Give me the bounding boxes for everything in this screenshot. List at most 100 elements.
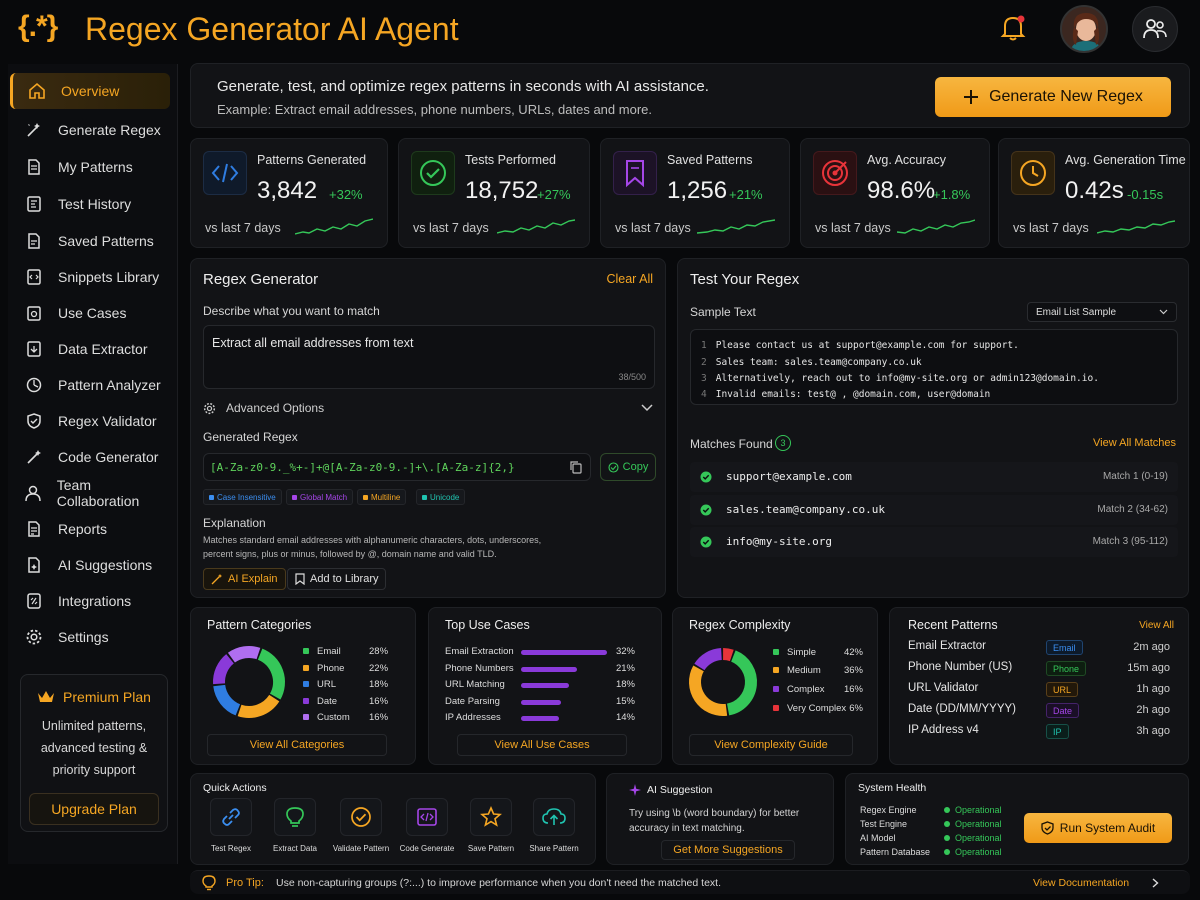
- sidebar-item-saved-patterns[interactable]: Saved Patterns: [10, 223, 170, 259]
- team-icon[interactable]: [1132, 6, 1178, 52]
- view-all-use-cases-button[interactable]: View All Use Cases: [457, 734, 627, 756]
- crown-icon: [37, 690, 55, 704]
- line-number: 4: [701, 389, 707, 400]
- status-indicator: Operational: [944, 833, 1002, 843]
- quick-action-extract-data[interactable]: Extract Data: [265, 798, 325, 853]
- app-logo: {.*}: [18, 10, 58, 43]
- quick-action-share-pattern[interactable]: Share Pattern: [524, 798, 584, 853]
- sidebar-item-my-patterns[interactable]: My Patterns: [10, 149, 170, 185]
- view-complexity-guide-button[interactable]: View Complexity Guide: [689, 734, 853, 756]
- document-icon: [24, 157, 44, 177]
- sidebar-item-snippets-library[interactable]: Snippets Library: [10, 259, 170, 295]
- legend-value: 28%: [369, 646, 389, 657]
- recent-pattern-name[interactable]: IP Address v4: [908, 724, 979, 736]
- donut-slice-medium: [689, 665, 728, 716]
- pro-tip-label: Pro Tip:: [226, 877, 264, 889]
- flag-unicode[interactable]: Unicode: [416, 489, 466, 505]
- matches-found-label: Matches Found: [690, 437, 773, 451]
- system-health-card: System Health Regex Engine Test Engine A…: [845, 773, 1189, 865]
- quick-action-code-generate[interactable]: Code Generate: [397, 798, 457, 853]
- generate-new-regex-button[interactable]: Generate New Regex: [935, 77, 1171, 117]
- match-row[interactable]: sales.team@company.co.uk Match 2 (34-62): [690, 495, 1178, 525]
- add-to-library-button[interactable]: Add to Library: [287, 568, 387, 590]
- regex-generator-panel: Regex Generator Clear All Describe what …: [190, 258, 666, 598]
- magic-wand-icon: [24, 120, 44, 140]
- chevron-right-icon[interactable]: [1152, 878, 1159, 888]
- recent-pattern-name[interactable]: Date (DD/MM/YYYY): [908, 703, 1016, 715]
- pattern-categories-card: Pattern Categories Email Phone URL Date …: [190, 607, 416, 765]
- view-documentation-link[interactable]: View Documentation: [1033, 877, 1130, 889]
- quick-action-test-regex[interactable]: Test Regex: [201, 798, 261, 853]
- sidebar-item-label: Integrations: [58, 593, 132, 609]
- sidebar-item-generate-regex[interactable]: Generate Regex: [10, 112, 170, 148]
- generated-regex-field[interactable]: [A-Za-z0-9._%+-]+@[A-Za-z0-9.-]+\.[A-Za-…: [203, 453, 591, 481]
- match-row[interactable]: info@my-site.org Match 3 (95-112): [690, 527, 1178, 557]
- check-circle-icon: [340, 798, 382, 836]
- sparkline: [697, 219, 775, 234]
- sidebar-item-code-generator[interactable]: Code Generator: [10, 439, 170, 475]
- copy-button[interactable]: Copy: [600, 453, 656, 481]
- copy-icon[interactable]: [570, 461, 582, 474]
- regex-text: [A-Za-z0-9._%+-]+@[A-Za-z0-9.-]+\.[A-Za-…: [210, 461, 515, 474]
- recent-pattern-name[interactable]: Phone Number (US): [908, 661, 1013, 673]
- premium-title: Premium Plan: [63, 689, 151, 705]
- sidebar-item-label: Use Cases: [58, 305, 127, 321]
- history-icon: [24, 194, 44, 214]
- view-all-categories-button[interactable]: View All Categories: [207, 734, 387, 756]
- flag-multiline[interactable]: Multiline: [357, 489, 407, 505]
- get-more-suggestions-button[interactable]: Get More Suggestions: [661, 840, 795, 860]
- sidebar-item-settings[interactable]: Settings: [10, 619, 170, 655]
- recent-pattern-name[interactable]: URL Validator: [908, 682, 979, 694]
- description-textarea[interactable]: Extract all email addresses from text 38…: [203, 325, 655, 389]
- use-case-bar: [521, 650, 607, 655]
- legend-value: 36%: [843, 665, 863, 676]
- code-icon: [406, 798, 448, 836]
- quick-action-save-pattern[interactable]: Save Pattern: [461, 798, 521, 853]
- sidebar-item-regex-validator[interactable]: Regex Validator: [10, 403, 170, 439]
- sidebar-item-use-cases[interactable]: Use Cases: [10, 295, 170, 331]
- sidebar-item-ai-suggestions[interactable]: AI Suggestions: [10, 547, 170, 583]
- sample-select[interactable]: Email List Sample: [1027, 302, 1177, 322]
- stat-value: 3,842: [257, 177, 318, 204]
- status-text: Operational: [955, 833, 1002, 843]
- card-title: Quick Actions: [203, 782, 267, 794]
- view-all-matches-link[interactable]: View All Matches: [1093, 437, 1176, 449]
- legend-swatch: [773, 649, 779, 655]
- clear-all-button[interactable]: Clear All: [606, 272, 653, 286]
- sample-text-editor[interactable]: 1 Please contact us at support@example.co…: [690, 329, 1178, 405]
- sidebar-item-overview[interactable]: Overview: [10, 73, 170, 109]
- use-case-value: 14%: [615, 712, 635, 723]
- sidebar-item-integrations[interactable]: Integrations: [10, 583, 170, 619]
- user-avatar[interactable]: [1060, 5, 1108, 53]
- lightbulb-icon: [202, 875, 216, 891]
- stat-value: 98.6%: [867, 177, 936, 204]
- legend-label: Very Complex: [787, 702, 847, 714]
- recent-pattern-name[interactable]: Email Extractor: [908, 640, 986, 652]
- status-dot-icon: [944, 807, 950, 813]
- legend-label: Medium: [787, 664, 821, 676]
- run-system-audit-button[interactable]: Run System Audit: [1024, 813, 1172, 843]
- flag-case-insensitive[interactable]: Case Insensitive: [203, 489, 282, 505]
- card-title: Recent Patterns: [908, 618, 998, 632]
- upgrade-plan-button[interactable]: Upgrade Plan: [29, 793, 159, 825]
- sidebar-item-reports[interactable]: Reports: [10, 511, 170, 547]
- sidebar-item-label: Test History: [58, 196, 132, 212]
- legend-item: Very Complex: [773, 702, 846, 714]
- ai-explain-button[interactable]: AI Explain: [203, 568, 286, 590]
- flag-label: Unicode: [430, 492, 460, 502]
- ai-explain-label: AI Explain: [228, 573, 278, 585]
- sidebar-item-data-extractor[interactable]: Data Extractor: [10, 331, 170, 367]
- flag-label: Case Insensitive: [217, 492, 276, 502]
- sidebar-item-team-collaboration[interactable]: Team Collaboration: [10, 475, 170, 511]
- quick-action-validate-pattern[interactable]: Validate Pattern: [331, 798, 391, 853]
- advanced-options-toggle[interactable]: Advanced Options: [203, 399, 655, 417]
- notification-bell-icon[interactable]: [1000, 14, 1026, 42]
- flag-global-match[interactable]: Global Match: [286, 489, 354, 505]
- donut-slice-url: [213, 684, 241, 716]
- snippet-icon: [24, 267, 44, 287]
- match-row[interactable]: support@example.com Match 1 (0-19): [690, 462, 1178, 492]
- sidebar-item-pattern-analyzer[interactable]: Pattern Analyzer: [10, 367, 170, 403]
- quick-action-label: Save Pattern: [467, 844, 515, 853]
- view-all-recent-link[interactable]: View All: [1139, 620, 1174, 631]
- sidebar-item-test-history[interactable]: Test History: [10, 186, 170, 222]
